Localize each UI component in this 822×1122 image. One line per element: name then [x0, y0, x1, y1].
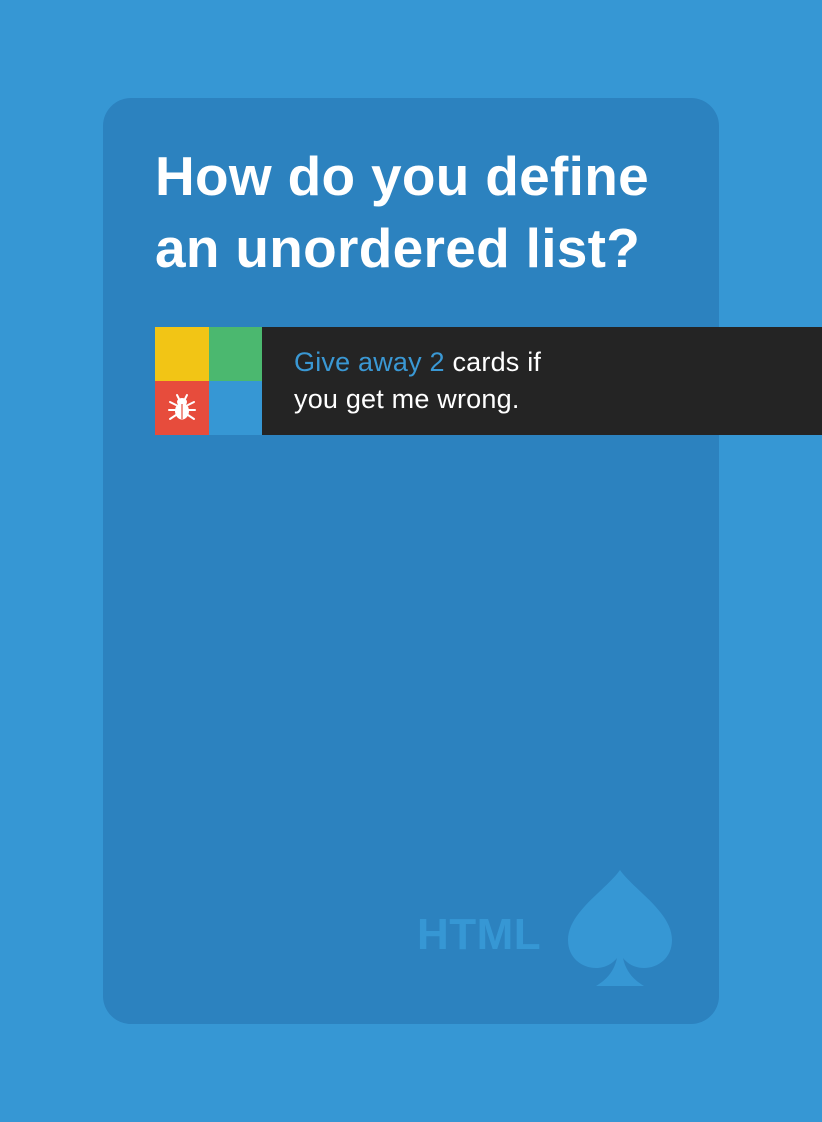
- penalty-rest: cards if: [444, 347, 542, 377]
- penalty-banner: Give away 2 cards if you get me wrong.: [262, 327, 822, 435]
- blue-square: [209, 381, 262, 435]
- question-line-2: an unordered list?: [155, 217, 641, 279]
- yellow-square: [155, 327, 209, 381]
- penalty-highlight: Give away 2: [294, 347, 445, 377]
- question-text: How do you define an unordered list?: [155, 140, 715, 284]
- penalty-line-2: you get me wrong.: [294, 384, 520, 414]
- green-square: [209, 327, 262, 381]
- suit-label: HTML: [417, 910, 542, 959]
- spade-icon: [568, 870, 672, 986]
- bug-icon: [166, 392, 198, 424]
- question-line-1: How do you define: [155, 145, 649, 207]
- category-squares: [155, 327, 262, 435]
- penalty-text: Give away 2 cards if you get me wrong.: [294, 344, 654, 418]
- red-square: [155, 381, 209, 435]
- question-card: [103, 98, 719, 1024]
